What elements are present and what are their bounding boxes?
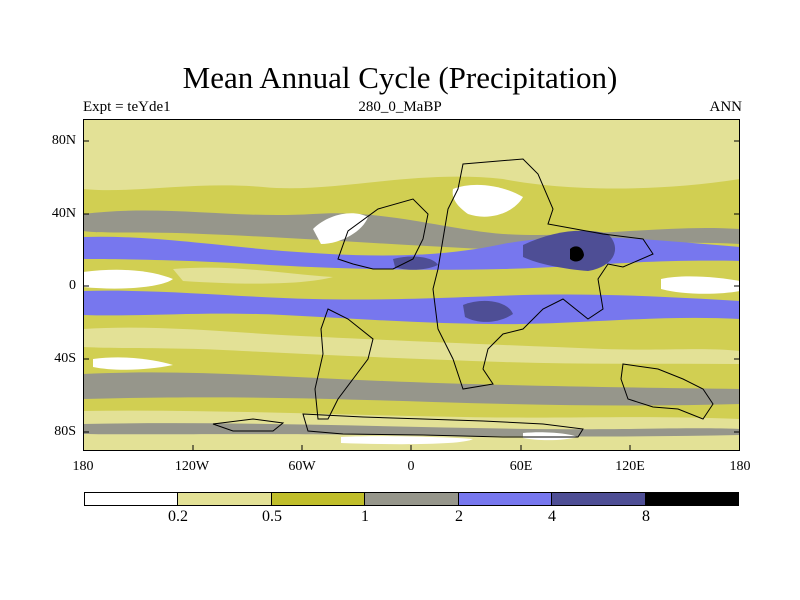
colorbar-swatch-light-blue xyxy=(458,493,553,505)
plot-title: Mean Annual Cycle (Precipitation) xyxy=(182,60,618,95)
lat-label-40s: 40S xyxy=(54,351,76,366)
band-north-pale xyxy=(83,119,740,191)
colorbar-label-4: 4 xyxy=(548,508,556,525)
colorbar-swatch-black xyxy=(645,493,738,505)
lon-label-120w: 120W xyxy=(174,459,210,474)
patch-white-southwest xyxy=(93,357,173,370)
colorbar-label-2: 2 xyxy=(455,508,463,525)
colorbar-label-8: 8 xyxy=(642,508,650,525)
colorbar-label-0-5: 0.5 xyxy=(262,508,282,525)
patch-white-south-east xyxy=(523,432,578,441)
lat-tick-marks xyxy=(83,140,740,433)
lon-label-60w: 60W xyxy=(288,459,316,474)
band-southern-grey xyxy=(83,372,740,406)
lon-tick-marks xyxy=(192,445,631,451)
core-darkblue-equator xyxy=(393,256,438,270)
colorbar xyxy=(84,492,739,506)
colorbar-swatch-olive xyxy=(271,493,366,505)
lat-label-40n: 40N xyxy=(51,206,76,221)
colorbar-label-1: 1 xyxy=(361,508,369,525)
lon-label-180w: 180 xyxy=(72,459,94,474)
colorbar-swatch-dark-blue xyxy=(552,493,646,505)
experiment-label: Expt = teYde1 xyxy=(83,99,171,115)
lat-label-80s: 80S xyxy=(54,424,76,439)
band-southern-pale xyxy=(83,327,740,364)
lat-label-equator: 0 xyxy=(69,278,76,293)
colorbar-swatch-white xyxy=(85,493,179,505)
patch-white-south-lowland xyxy=(341,436,473,445)
colorbar-swatch-pale-yellow xyxy=(178,493,272,505)
lat-label-80n: 80N xyxy=(51,133,76,148)
lon-label-180e: 180 xyxy=(729,459,751,474)
band-south-grey-rim xyxy=(83,423,740,437)
band-stropics-blue xyxy=(83,290,740,325)
core-darkblue-south xyxy=(463,300,513,322)
band-equator-pale xyxy=(173,267,333,284)
precipitation-map xyxy=(83,119,740,451)
patch-white-africa-n xyxy=(452,184,523,217)
period-label: 280_0_MaBP xyxy=(358,99,442,115)
core-black xyxy=(570,246,584,262)
patch-white-atlantic-n xyxy=(313,213,368,244)
core-darkblue-asia xyxy=(523,230,616,271)
season-label: ANN xyxy=(709,99,743,115)
continent-outlines xyxy=(212,158,714,438)
colorbar-label-0-2: 0.2 xyxy=(168,508,188,525)
lon-label-60e: 60E xyxy=(509,459,533,474)
lon-label-120e: 120E xyxy=(615,459,645,474)
lon-label-0: 0 xyxy=(407,459,415,474)
colorbar-swatch-grey xyxy=(365,493,459,505)
band-equator-white xyxy=(83,269,173,289)
patch-white-pacific-e xyxy=(661,276,740,294)
